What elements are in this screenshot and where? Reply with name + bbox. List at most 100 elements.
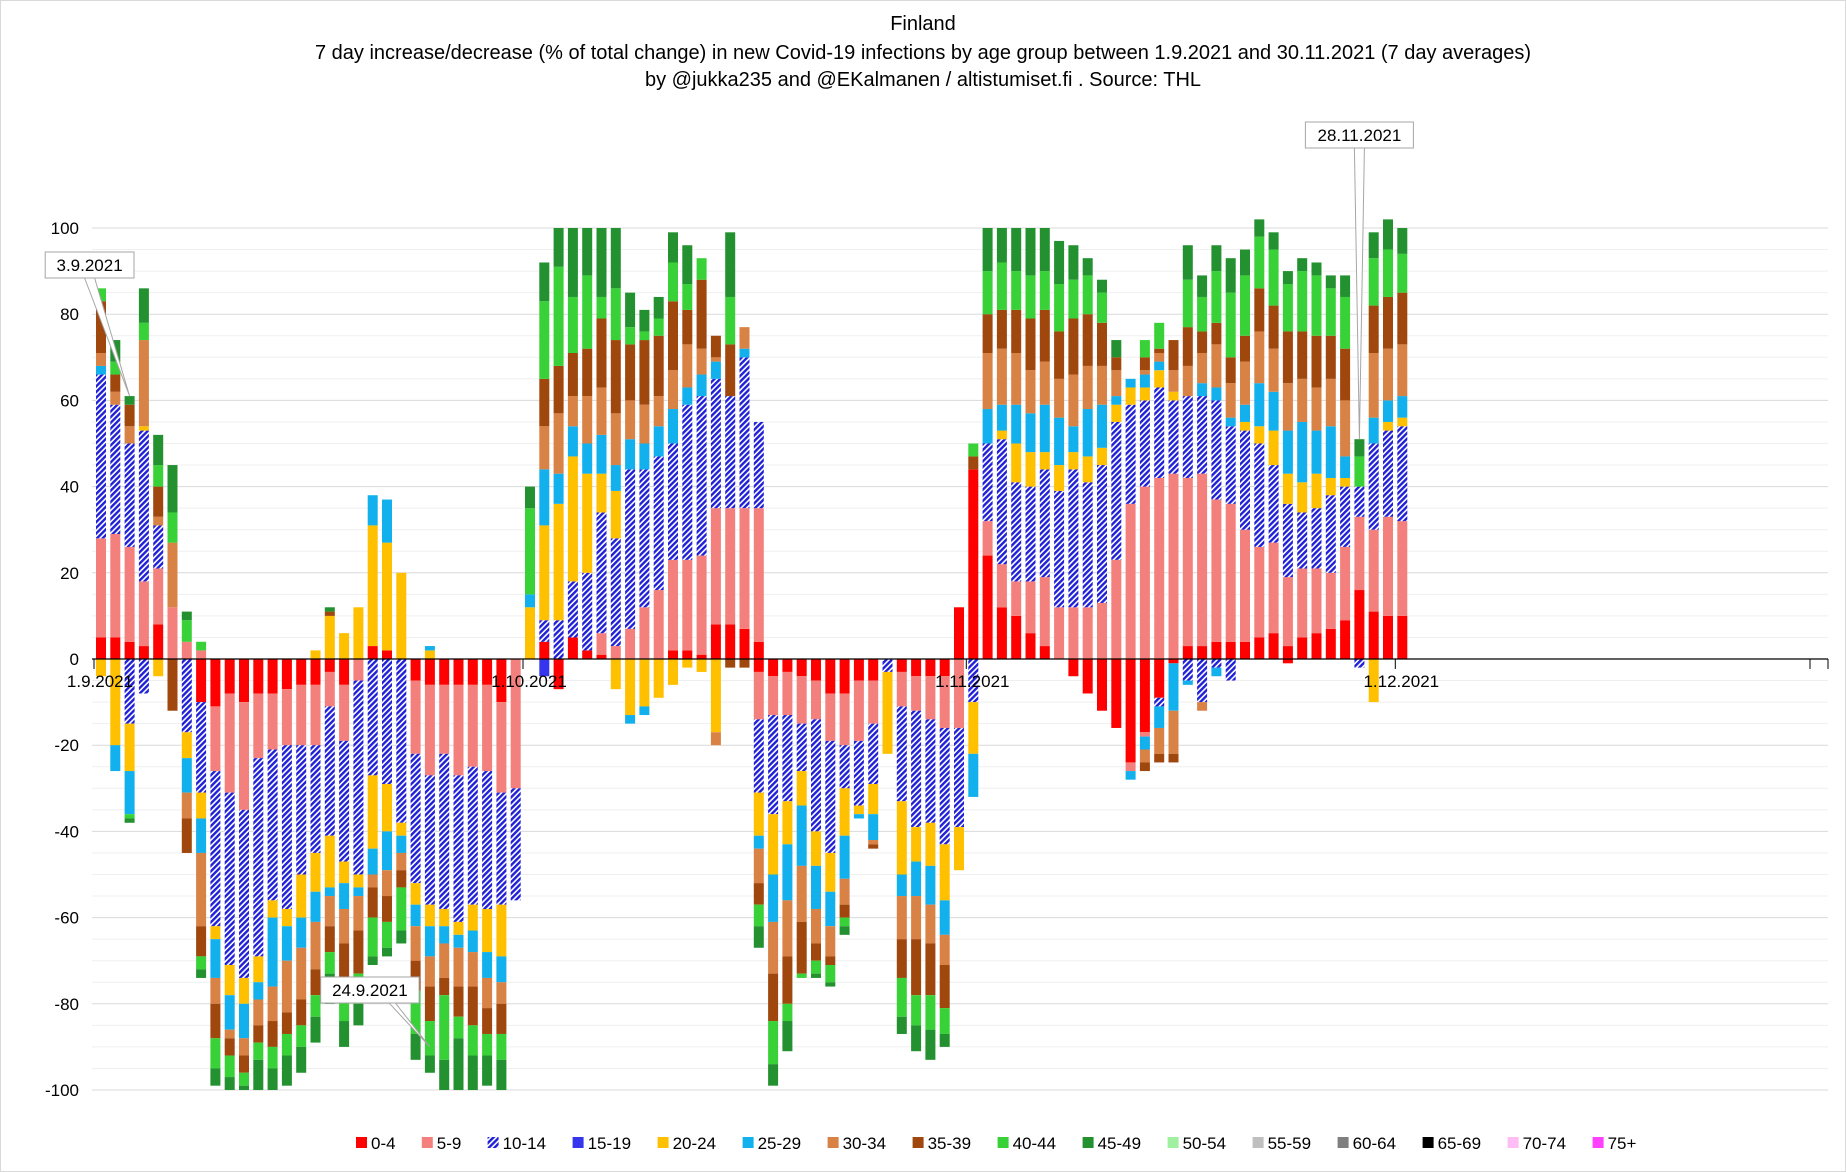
bar-segment-20-24 [539,525,550,621]
bar-segment-25-29 [1039,404,1050,453]
bar-segment-20-24 [753,792,764,836]
bar-segment-10-14 [339,740,350,862]
bar-segment-40-44 [639,331,650,341]
bar-segment-25-29 [696,374,707,397]
bar-segment-10-14 [1054,490,1065,608]
bar-segment-10-14 [396,659,407,823]
bar-segment-0-4 [1311,633,1322,659]
bar-segment-30-34 [739,327,750,349]
bar-segment-45-49 [324,607,335,612]
bar-segment-15-19 [539,659,550,677]
bar-segment-10-14 [1211,400,1222,500]
bar-segment-35-39 [1282,331,1293,384]
bar-segment-25-29 [1325,426,1336,478]
bar-segment-30-34 [668,370,678,410]
legend-swatch [1337,1137,1349,1148]
bar-segment-0-4 [124,641,135,659]
bar-segment-20-24 [324,835,335,888]
bar-segment-30-34 [310,921,321,970]
axes: 100 80 60 40 20 0 -20 -40 -60 -80 -100 1.9.2021 1.10… [45,219,1829,1100]
bar-segment-45-49 [1197,275,1208,297]
bar-segment-35-39 [567,352,578,397]
bar-segment-10-14 [811,719,821,832]
bar-segment-5-9 [1354,516,1365,591]
bar-segment-10-14 [1197,659,1208,703]
legend-label: 0-4 [371,1134,396,1153]
bar-segment-35-39 [1154,753,1165,763]
bar-segment-40-44 [1068,279,1079,319]
bar-segment-10-14 [682,404,693,560]
bar-segment-25-29 [996,404,1007,431]
bar-segment-20-24 [153,659,164,677]
bar-segment-30-34 [253,999,264,1026]
bar-segment-35-39 [1139,762,1150,772]
bar-segment-45-49 [196,969,207,978]
bar-segment-30-34 [996,348,1007,405]
bar-segment-0-4 [1182,646,1193,659]
bar-segment-45-49 [224,1077,235,1090]
bar-segment-45-49 [396,930,407,944]
bar-segment-35-39 [396,870,407,888]
bar-segment-30-34 [1054,378,1065,418]
bar-segment-40-44 [682,284,693,310]
bar-segment-5-9 [1125,762,1136,772]
legend: 0-4 5-9 10-14 15-19 20-24 25-29 30-34 35-39 40-4… [356,1134,1637,1153]
legend-label: 5-9 [437,1134,462,1153]
bar-segment-20-24 [1068,452,1079,470]
bar-segment-45-49 [1111,340,1122,358]
callout-box [320,976,420,1004]
bar-segment-40-44 [396,887,407,931]
bar-segment-25-29 [968,753,979,797]
bar-segment-30-34 [825,926,836,957]
bar-segment-30-34 [496,982,507,1004]
bar-segment-20-24 [610,490,621,539]
bar-segment-30-34 [596,387,607,435]
bar-segment-30-34 [1197,702,1208,711]
bar-segment-5-9 [639,607,650,659]
bar-segment-10-14 [1111,421,1122,560]
bar-segment-25-29 [1068,426,1079,453]
legend-item-5-9: 5-9 [421,1134,462,1153]
bar-segment-10-14 [696,396,707,556]
bar-segment-35-39 [753,883,764,905]
bar-segment-30-34 [353,896,364,931]
bar-segment-35-39 [439,977,450,996]
legend-swatch [1252,1137,1264,1148]
bar-segment-45-49 [1082,258,1093,276]
bar-segment-5-9 [138,581,149,647]
bar-segment-20-24 [382,783,392,832]
bar-segment-45-49 [1297,258,1308,272]
bar-segment-40-44 [153,465,164,487]
bar-segment-10-14 [753,719,764,793]
bar-segment-30-34 [1082,365,1093,410]
bar-segment-40-44 [1340,296,1351,349]
bar-segment-45-49 [281,1055,292,1086]
bar-segment-25-29 [339,883,350,909]
bar-segment-30-34 [811,908,821,944]
bar-segment-10-14 [1182,396,1193,478]
bar-segment-35-39 [1082,314,1093,366]
bar-segment-25-29 [653,426,664,457]
bar-segment-0-4 [424,659,435,685]
bar-segment-5-9 [710,508,721,625]
bar-segment-0-4 [1025,633,1036,659]
bar-segment-5-9 [1383,516,1393,616]
bar-segment-0-4 [239,659,249,703]
bar-segment-5-9 [896,671,907,707]
legend-item-50-54: 50-54 [1167,1134,1226,1153]
bar-segment-40-44 [996,262,1007,310]
legend-swatch [742,1137,754,1148]
y-tick-label: 60 [60,391,79,410]
bar-segment-25-29 [1211,667,1222,677]
bar-segment-10-14 [1282,503,1293,578]
bar-segment-45-49 [1268,232,1279,250]
bar-segment-40-44 [110,361,121,375]
x-tick-label: 1.10.2021 [491,672,567,691]
bar-segment-35-39 [96,301,106,353]
bar-segment-35-39 [1111,357,1122,371]
bar-segment-35-39 [296,999,307,1026]
bar-segment-25-29 [625,715,636,724]
bar-segment-45-49 [267,1068,278,1090]
bar-segment-40-44 [367,917,378,957]
bar-segment-40-44 [768,1021,779,1065]
